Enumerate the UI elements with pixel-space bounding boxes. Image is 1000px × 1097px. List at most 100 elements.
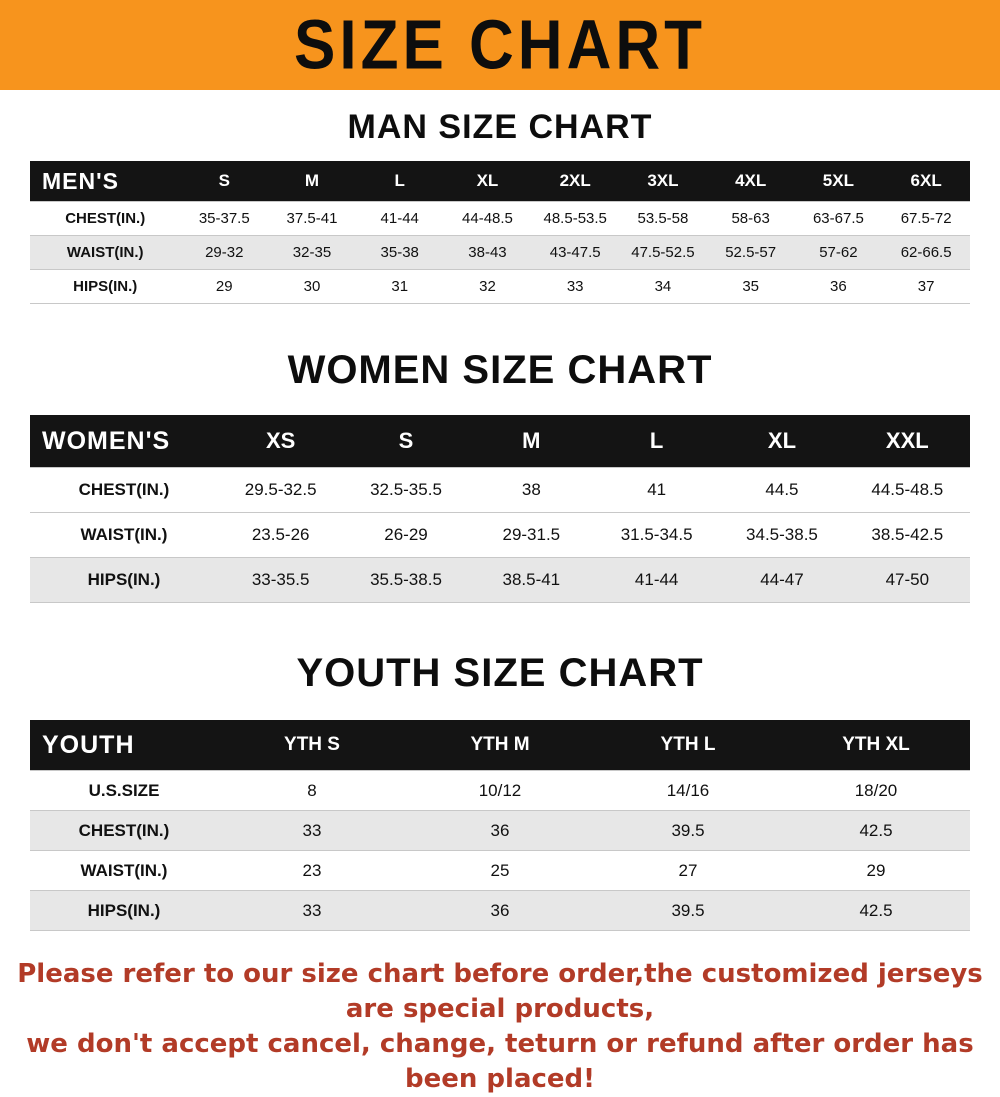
row-value: 23	[302, 860, 322, 880]
row-value: 35.5-38.5	[370, 570, 442, 589]
row-value: 43-47.5	[549, 244, 601, 261]
row-value: 30	[303, 278, 321, 295]
size-chart-banner: SIZE CHART	[0, 0, 1000, 90]
row-label: CHEST(IN.)	[78, 820, 170, 840]
row-value: 35-37.5	[198, 210, 250, 227]
row-value: 44-47	[760, 570, 804, 589]
section-heading-men: MAN SIZE CHART	[347, 108, 653, 146]
row-value: 29-31.5	[502, 525, 561, 544]
table-corner-label: MEN'S	[42, 167, 119, 194]
column-header: 2XL	[559, 171, 591, 190]
row-value: 29	[215, 278, 233, 295]
column-header: S	[218, 171, 230, 190]
size-table-women: WOMEN'S XS S M L XL XXL CHEST(IN.) 29.5-32.5 32.5…	[30, 415, 970, 603]
column-header: 5XL	[822, 171, 854, 190]
row-label: HIPS(IN.)	[87, 570, 161, 589]
table-header-row: YOUTH YTH S YTH M YTH L YTH XL	[30, 720, 970, 770]
table-row: HIPS(IN.) 29 30 31 32 33 34 35 36 37	[30, 269, 970, 304]
row-value: 38	[521, 480, 541, 499]
column-header: YTH S	[284, 734, 340, 755]
column-header: 4XL	[735, 171, 767, 190]
table-header-row: MEN'S S M L XL 2XL 3XL 4XL 5XL 6XL	[30, 161, 970, 201]
column-header: L	[394, 171, 405, 190]
row-value: 10/12	[478, 780, 522, 800]
row-value: 58-63	[731, 210, 770, 227]
section-heading-youth: YOUTH SIZE CHART	[296, 651, 704, 695]
row-label: WAIST(IN.)	[80, 860, 168, 880]
row-value: 38-43	[468, 244, 507, 261]
row-value: 37.5-41	[286, 210, 338, 227]
column-header: XL	[767, 428, 797, 453]
row-value: 42.5	[859, 900, 893, 920]
row-value: 29.5-32.5	[244, 480, 317, 499]
row-label: WAIST(IN.)	[80, 525, 168, 544]
row-value: 27	[678, 860, 698, 880]
row-value: 25	[490, 860, 510, 880]
row-value: 39.5	[671, 900, 705, 920]
footer-note: Please refer to our size chart before or…	[8, 957, 992, 1097]
row-value: 39.5	[671, 820, 705, 840]
row-label: HIPS(IN.)	[87, 900, 161, 920]
row-value: 33	[566, 278, 584, 295]
row-label: U.S.SIZE	[88, 780, 160, 800]
row-value: 33-35.5	[251, 570, 310, 589]
row-value: 31	[391, 278, 409, 295]
column-header: XXL	[885, 428, 929, 453]
banner-title: SIZE CHART	[294, 6, 706, 84]
row-value: 41-44	[634, 570, 679, 589]
row-label: WAIST(IN.)	[66, 244, 144, 261]
size-section-women: WOMEN SIZE CHART WOMEN'S XS S M L XL XXL CHEST(I…	[30, 348, 970, 603]
row-label: CHEST(IN.)	[65, 210, 146, 227]
row-value: 29-32	[205, 244, 244, 261]
table-corner-label: YOUTH	[42, 730, 135, 759]
column-header: S	[398, 428, 414, 453]
column-header: 3XL	[647, 171, 679, 190]
row-value: 57-62	[819, 244, 858, 261]
row-value: 32	[479, 278, 496, 295]
table-header-row: WOMEN'S XS S M L XL XXL	[30, 415, 970, 467]
row-value: 44.5	[765, 480, 799, 499]
row-value: 38.5-42.5	[871, 525, 944, 544]
row-value: 8	[307, 780, 317, 800]
row-value: 47-50	[885, 570, 930, 589]
column-header: L	[649, 428, 664, 453]
row-value: 14/16	[666, 780, 710, 800]
row-value: 35-38	[380, 244, 419, 261]
column-header: YTH L	[660, 734, 716, 755]
row-value: 47.5-52.5	[631, 244, 695, 261]
row-value: 41-44	[380, 210, 419, 227]
table-row: CHEST(IN.) 33 36 39.5 42.5	[30, 810, 970, 850]
footer-note-line1: Please refer to our size chart before or…	[17, 959, 983, 1025]
table-row: CHEST(IN.) 35-37.5 37.5-41 41-44 44-48.5 48.5…	[30, 201, 970, 235]
size-table-youth: YOUTH YTH S YTH M YTH L YTH XL U.S.SIZE 8 10/12…	[30, 720, 970, 931]
size-section-youth: YOUTH SIZE CHART YOUTH YTH S YTH M YTH L YTH …	[30, 651, 970, 931]
row-value: 32.5-35.5	[370, 480, 442, 499]
table-row: HIPS(IN.) 33-35.5 35.5-38.5 38.5-41 41-44 44-…	[30, 557, 970, 603]
row-value: 34	[654, 278, 672, 295]
row-value: 35	[742, 278, 759, 295]
row-value: 62-66.5	[900, 244, 952, 261]
row-value: 33	[302, 900, 322, 920]
row-value: 38.5-41	[502, 570, 561, 589]
table-row: HIPS(IN.) 33 36 39.5 42.5	[30, 890, 970, 931]
column-header: 6XL	[910, 171, 942, 190]
row-value: 32-35	[292, 244, 332, 261]
column-header: YTH XL	[842, 734, 910, 755]
row-value: 52.5-57	[725, 244, 777, 261]
section-heading-women: WOMEN SIZE CHART	[287, 348, 713, 392]
row-value: 31.5-34.5	[620, 525, 693, 544]
row-value: 41	[647, 480, 667, 499]
footer-note-line2: we don't accept cancel, change, teturn o…	[26, 1029, 974, 1095]
row-value: 36	[490, 900, 510, 920]
size-section-men: MAN SIZE CHART MEN'S S M L XL 2XL 3XL 4XL 5XL 6XL C…	[30, 108, 970, 304]
row-value: 44-48.5	[462, 210, 513, 227]
table-corner-label: WOMEN'S	[42, 426, 171, 455]
row-value: 34.5-38.5	[746, 525, 818, 544]
column-header: YTH M	[470, 734, 530, 755]
row-value: 36	[830, 278, 847, 295]
size-table-men: MEN'S S M L XL 2XL 3XL 4XL 5XL 6XL CHEST(IN.) 35-37…	[30, 161, 970, 304]
row-value: 67.5-72	[900, 210, 952, 227]
row-value: 53.5-58	[637, 210, 689, 227]
table-row: WAIST(IN.) 23.5-26 26-29 29-31.5 31.5-34.5 34…	[30, 512, 970, 557]
row-value: 18/20	[854, 780, 898, 800]
